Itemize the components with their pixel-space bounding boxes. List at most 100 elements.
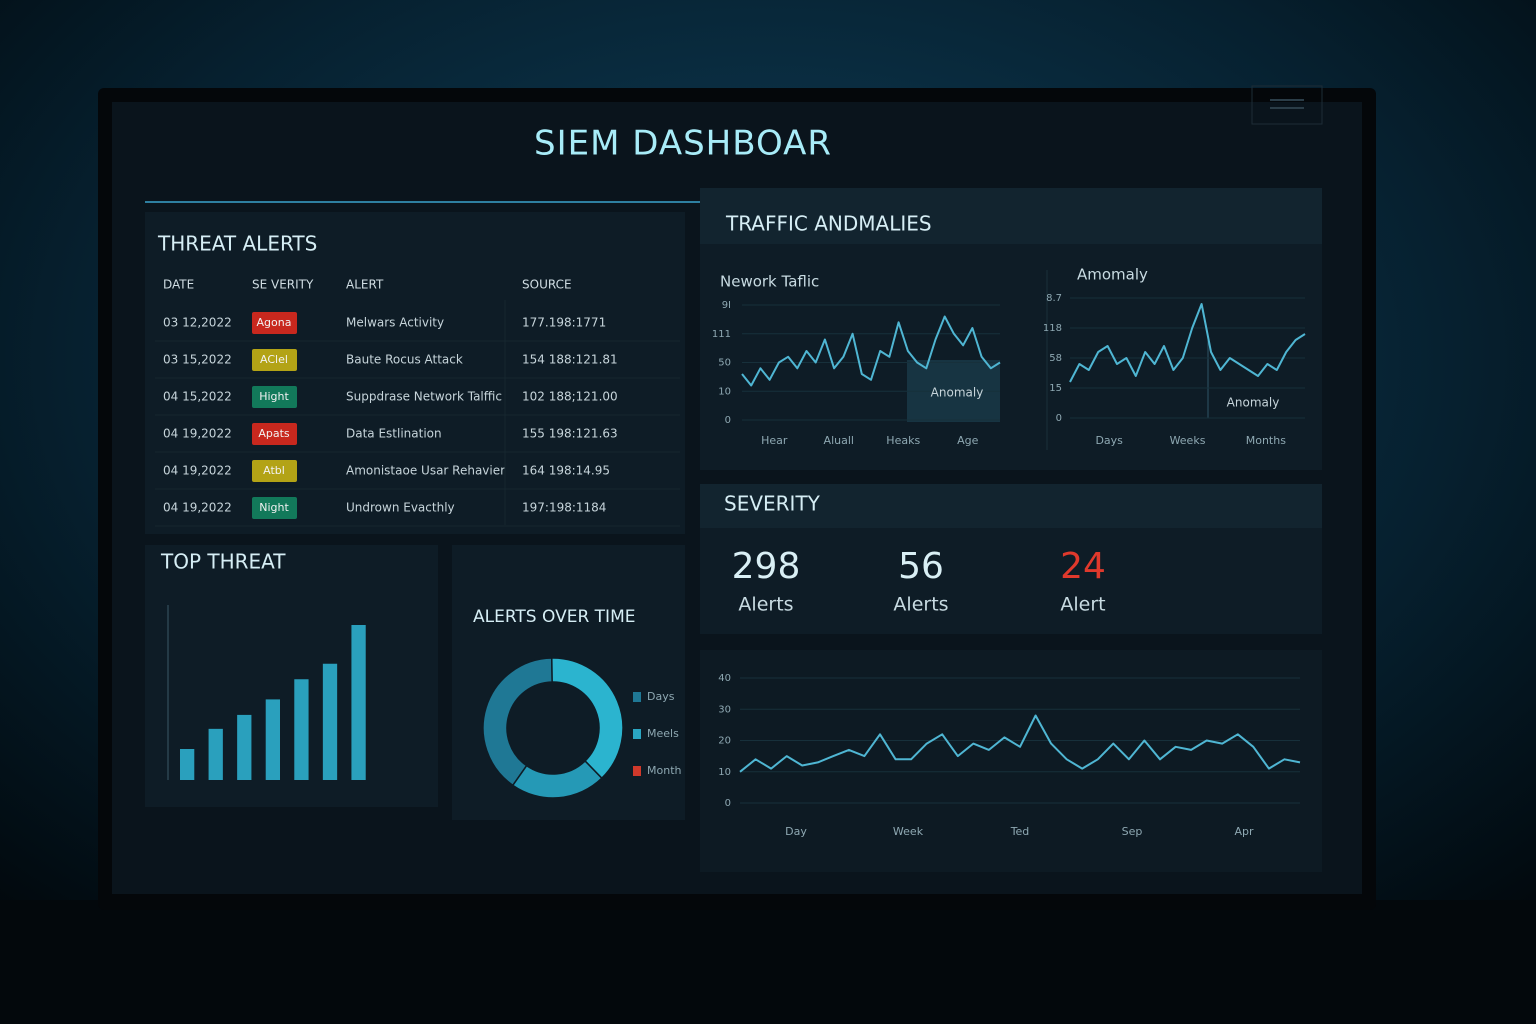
y-tick-label: 10 bbox=[718, 386, 731, 397]
y-tick-label: 0 bbox=[1056, 413, 1062, 424]
severity-label: Atbl bbox=[263, 464, 285, 477]
x-tick-label: Hear bbox=[761, 434, 788, 447]
column-header: DATE bbox=[163, 278, 194, 292]
severity-label: Night bbox=[259, 501, 289, 514]
column-header: ALERT bbox=[346, 278, 384, 292]
stat-label: Alerts bbox=[893, 594, 948, 616]
x-tick-label: Aluall bbox=[824, 434, 854, 447]
legend-swatch bbox=[633, 729, 641, 739]
severity-badge bbox=[252, 460, 297, 482]
stat-value: 56 bbox=[898, 546, 944, 587]
alert-date: 04 19,2022 bbox=[163, 427, 232, 441]
y-tick-label: 111 bbox=[712, 329, 731, 340]
alert-name: Baute Rocus Attack bbox=[346, 353, 463, 367]
bar bbox=[180, 749, 195, 780]
chart-title: Nework Taflic bbox=[720, 273, 819, 291]
severity-badge bbox=[252, 349, 297, 371]
y-tick-label: 50 bbox=[718, 358, 731, 369]
column-header: SE VERITY bbox=[252, 278, 314, 292]
legend-label: Days bbox=[647, 690, 675, 703]
y-tick-label: 10 bbox=[718, 767, 731, 778]
dashboard-title: SIEM DASHBOAR bbox=[534, 124, 832, 164]
alert-name: Undrown Evacthly bbox=[346, 501, 455, 515]
alert-name: Amonistaoe Usar Rehavier bbox=[346, 464, 505, 478]
severity-chart-panel bbox=[700, 650, 1322, 872]
severity-badge bbox=[252, 312, 297, 334]
alert-source: 154 188:121.81 bbox=[522, 353, 618, 367]
severity-badge bbox=[252, 386, 297, 408]
y-tick-label: 20 bbox=[718, 736, 731, 747]
severity-header bbox=[700, 484, 1322, 528]
bar bbox=[265, 699, 280, 780]
x-tick-label: Heaks bbox=[886, 434, 920, 447]
alert-date: 03 15,2022 bbox=[163, 353, 232, 367]
column-header: SOURCE bbox=[522, 278, 572, 292]
legend-label: Month bbox=[647, 764, 682, 777]
x-tick-label: Days bbox=[1095, 434, 1123, 447]
severity-badge bbox=[252, 497, 297, 519]
anomaly-label: Anomaly bbox=[1227, 396, 1280, 410]
alert-date: 04 19,2022 bbox=[163, 501, 232, 515]
y-tick-label: 15 bbox=[1049, 383, 1062, 394]
panel-title: TRAFFIC ANDMALIES bbox=[725, 212, 932, 236]
alert-source: 164 198:14.95 bbox=[522, 464, 610, 478]
stat-value: 24 bbox=[1060, 546, 1106, 587]
panel-title: TOP THREAT bbox=[160, 550, 286, 574]
line-series bbox=[1069, 303, 1306, 383]
y-tick-label: 40 bbox=[718, 673, 731, 684]
alert-source: 197:198:1184 bbox=[522, 501, 606, 515]
stat-value: 298 bbox=[732, 546, 801, 587]
alert-name: Data Estlination bbox=[346, 427, 442, 441]
stat-label: Alerts bbox=[738, 594, 793, 616]
severity-label: Apats bbox=[258, 427, 290, 440]
bar bbox=[351, 625, 366, 780]
panel-title: ALERTS OVER TIME bbox=[473, 607, 635, 627]
chart-title: Amomaly bbox=[1077, 266, 1148, 284]
donut-segment bbox=[511, 759, 603, 799]
y-tick-label: 30 bbox=[718, 704, 731, 715]
legend-swatch bbox=[633, 692, 641, 702]
donut-segment bbox=[482, 657, 553, 787]
y-tick-label: 58 bbox=[1049, 353, 1062, 364]
bar bbox=[208, 728, 223, 780]
line-series bbox=[739, 714, 1301, 773]
alert-name: Suppdrase Network Talffic bbox=[346, 390, 502, 404]
x-tick-label: Months bbox=[1246, 434, 1286, 447]
x-tick-label: Day bbox=[785, 825, 807, 838]
panel-title: THREAT ALERTS bbox=[157, 232, 317, 256]
alert-date: 03 12,2022 bbox=[163, 316, 232, 330]
bar bbox=[294, 679, 309, 780]
y-tick-label: 0 bbox=[725, 798, 731, 809]
severity-label: Hight bbox=[259, 390, 289, 403]
legend-swatch bbox=[633, 766, 641, 776]
stat-label: Alert bbox=[1060, 594, 1105, 616]
menu-button[interactable] bbox=[1251, 85, 1323, 125]
anomaly-label: Anomaly bbox=[931, 386, 984, 400]
alert-source: 155 198:121.63 bbox=[522, 427, 618, 441]
alert-date: 04 15,2022 bbox=[163, 390, 232, 404]
x-tick-label: Age bbox=[957, 434, 979, 447]
severity-label: AClel bbox=[260, 353, 288, 366]
y-tick-label: 118 bbox=[1043, 323, 1062, 334]
bar bbox=[322, 663, 338, 780]
x-tick-label: Sep bbox=[1122, 825, 1143, 838]
traffic-header bbox=[700, 188, 1322, 244]
threat-alerts-panel bbox=[145, 212, 685, 534]
x-tick-label: Weeks bbox=[1170, 434, 1206, 447]
severity-badge bbox=[252, 423, 297, 445]
y-tick-label: 9I bbox=[722, 300, 731, 311]
legend-label: Meels bbox=[647, 727, 679, 740]
x-tick-label: Week bbox=[893, 825, 924, 838]
y-tick-label: 0 bbox=[725, 415, 731, 426]
alert-name: Melwars Activity bbox=[346, 316, 444, 330]
severity-label: Agona bbox=[257, 316, 292, 329]
x-tick-label: Ted bbox=[1010, 825, 1030, 838]
alert-source: 102 188;121.00 bbox=[522, 390, 618, 404]
bar bbox=[237, 714, 252, 780]
panel-title: SEVERITY bbox=[724, 492, 821, 516]
desk bbox=[0, 900, 1536, 1024]
alert-source: 177.198:1771 bbox=[522, 316, 606, 330]
line-series bbox=[741, 315, 1001, 387]
y-tick-label: 8.7 bbox=[1046, 293, 1062, 304]
